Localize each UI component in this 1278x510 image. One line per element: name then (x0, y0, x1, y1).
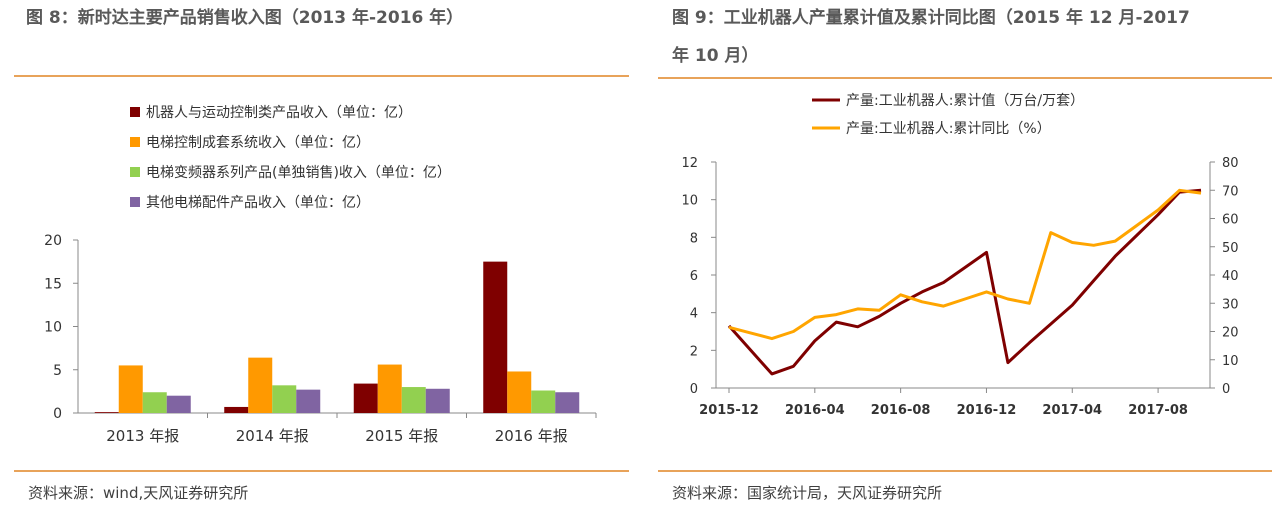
y-tick-label-10: 10 (44, 320, 62, 336)
right-y-tick-label-60: 60 (1222, 213, 1239, 228)
bar-4-series-2 (507, 371, 532, 413)
series-line-1 (727, 188, 1202, 376)
right-y-tick-label-20: 20 (1222, 326, 1239, 341)
y-tick-label-5: 5 (53, 363, 62, 379)
left-y-tick-label-10: 10 (681, 194, 698, 209)
right-y-tick-label-0: 0 (1222, 382, 1230, 397)
legend-label-1: 机器人与运动控制类产品收入（单位：亿） (146, 105, 412, 121)
bar-1-series-1 (94, 412, 119, 413)
bar-3-series-2 (377, 364, 402, 413)
legend-label-2: 产量:工业机器人:累计同比（%） (846, 121, 1051, 137)
bar-2-series-4 (296, 389, 321, 413)
legend-label-4: 其他电梯配件产品收入（单位：亿） (146, 195, 370, 211)
figure-9-title-line-1: 图 9：工业机器人产量累计值及累计同比图（2015 年 12 月-2017 (672, 8, 1190, 28)
x-category-label-2: 2014 年报 (236, 427, 309, 445)
figure-8-bottom-rule (14, 470, 629, 472)
y-tick-label-0: 0 (53, 406, 62, 422)
figure-8-bar-chart: 机器人与运动控制类产品收入（单位：亿） 电梯控制成套系统收入（单位：亿） 电梯变频器… (44, 105, 597, 445)
bar-3-series-1 (353, 383, 378, 413)
legend-swatch-4 (130, 197, 140, 207)
figure-8-source: 资料来源：wind,天风证券研究所 (28, 484, 249, 502)
figure-9-title-line-2: 年 10 月） (672, 46, 759, 66)
bar-4-series-4 (555, 392, 580, 413)
figure-9-source: 资料来源：国家统计局，天风证券研究所 (672, 484, 943, 502)
x-tick-label-2: 2016-04 (785, 403, 845, 418)
x-tick-label-6: 2017-08 (1128, 403, 1188, 418)
x-category-label-3: 2015 年报 (365, 427, 438, 445)
right-y-tick-label-70: 70 (1222, 184, 1239, 199)
y-tick-label-20: 20 (44, 233, 62, 249)
figure-8-panel: 图 8：新时达主要产品销售收入图（2013 年-2016 年） 机器人与运动控制… (14, 8, 629, 502)
bar-1-series-3 (142, 392, 167, 413)
figure-9-panel: 图 9：工业机器人产量累计值及累计同比图（2015 年 12 月-2017 年 … (640, 0, 1278, 510)
right-y-tick-label-50: 50 (1222, 241, 1239, 256)
bar-4-series-3 (531, 390, 556, 413)
bar-1-series-4 (166, 395, 191, 413)
left-y-tick-label-0: 0 (690, 382, 698, 397)
left-y-tick-label-4: 4 (690, 307, 698, 322)
right-y-tick-label-80: 80 (1222, 156, 1239, 171)
x-category-label-1: 2013 年报 (106, 427, 179, 445)
left-y-tick-label-8: 8 (690, 231, 698, 246)
series-line-2 (728, 188, 1202, 341)
legend-label-3: 电梯变频器系列产品(单独销售)收入（单位：亿） (146, 165, 451, 181)
left-y-tick-label-2: 2 (690, 344, 698, 359)
right-y-tick-label-40: 40 (1222, 269, 1239, 284)
bar-1-series-2 (118, 365, 143, 413)
legend-label-2: 电梯控制成套系统收入（单位：亿） (146, 135, 370, 151)
legend-label-1: 产量:工业机器人:累计值（万台/万套） (846, 93, 1084, 109)
left-y-tick-label-12: 12 (681, 156, 698, 171)
bar-4-series-1 (483, 261, 508, 413)
legend-swatch-2 (130, 137, 140, 147)
right-y-tick-label-10: 10 (1222, 354, 1239, 369)
x-tick-label-1: 2015-12 (699, 403, 759, 418)
x-tick-label-4: 2016-12 (957, 403, 1017, 418)
bar-2-series-2 (248, 357, 273, 413)
right-y-tick-label-30: 30 (1222, 297, 1239, 312)
legend-swatch-1 (130, 107, 140, 117)
bar-2-series-3 (272, 385, 297, 413)
figure-8-title: 图 8：新时达主要产品销售收入图（2013 年-2016 年） (26, 8, 464, 28)
y-tick-label-15: 15 (44, 276, 62, 292)
x-tick-label-5: 2017-04 (1042, 403, 1102, 418)
figure-9-bottom-rule (658, 470, 1272, 472)
x-category-label-4: 2016 年报 (495, 427, 568, 445)
figure-8-top-rule (14, 75, 629, 77)
bar-3-series-4 (425, 388, 450, 413)
bar-3-series-3 (401, 387, 426, 413)
bar-2-series-1 (224, 406, 249, 413)
x-tick-label-3: 2016-08 (871, 403, 931, 418)
figure-9-line-chart: 产量:工业机器人:累计值（万台/万套） 产量:工业机器人:累计同比（%） 0 2 4 6 8… (681, 93, 1239, 418)
figure-9-top-rule (658, 77, 1272, 79)
left-y-tick-label-6: 6 (690, 269, 698, 284)
legend-swatch-3 (130, 167, 140, 177)
